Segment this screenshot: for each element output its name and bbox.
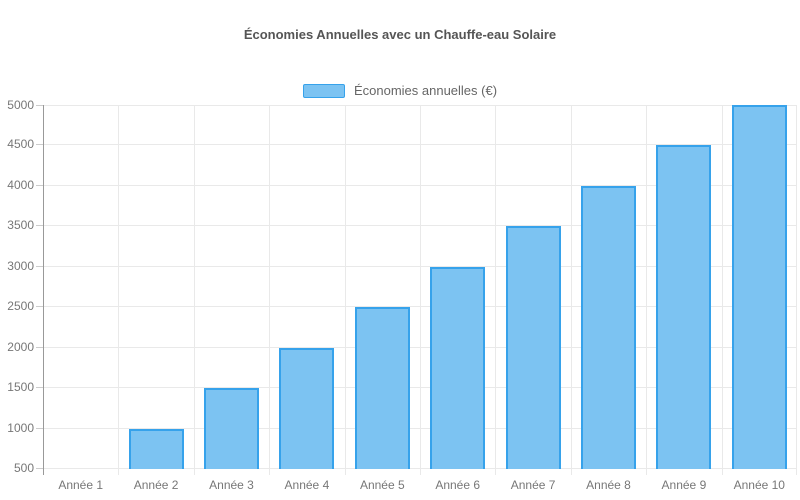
x-gridline — [571, 105, 572, 475]
y-tick-mark — [36, 225, 43, 226]
y-axis-label: 5000 — [7, 98, 34, 112]
x-axis-label: Année 7 — [510, 478, 556, 492]
bar-année-10[interactable] — [732, 105, 787, 469]
y-tick-mark — [36, 347, 43, 348]
y-tick-mark — [36, 105, 43, 106]
y-axis-label: 3500 — [7, 218, 34, 232]
y-axis-label: 4000 — [7, 178, 34, 192]
y-axis-label: 2000 — [7, 340, 34, 354]
y-tick-mark — [36, 144, 43, 145]
x-axis-label: Année 6 — [435, 478, 481, 492]
y-tick-mark — [36, 428, 43, 429]
y-axis-label: 1500 — [7, 380, 34, 394]
x-axis-label: Année 5 — [359, 478, 405, 492]
y-axis-label: 500 — [13, 461, 34, 475]
y-axis-label: 4500 — [7, 137, 34, 151]
bar-année-5[interactable] — [355, 307, 410, 469]
x-gridline — [722, 105, 723, 475]
x-gridline — [420, 105, 421, 475]
x-gridline — [269, 105, 270, 475]
legend-item-economies[interactable]: Économies annuelles (€) — [302, 83, 498, 98]
y-axis-label: 1000 — [7, 421, 34, 435]
bar-année-2[interactable] — [129, 429, 184, 469]
y-tick-mark — [36, 387, 43, 388]
x-gridline — [194, 105, 195, 475]
legend: Économies annuelles (€) — [0, 83, 800, 98]
x-gridline — [495, 105, 496, 475]
x-gridline — [646, 105, 647, 475]
legend-swatch — [302, 83, 345, 98]
x-gridline — [796, 105, 797, 475]
x-axis-label: Année 1 — [58, 478, 104, 492]
y-tick-mark — [36, 266, 43, 267]
x-axis-label: Année 9 — [661, 478, 707, 492]
y-tick-mark — [36, 468, 43, 469]
y-tick-mark — [36, 185, 43, 186]
y-axis-label: 3000 — [7, 259, 34, 273]
x-axis-label: Année 3 — [209, 478, 254, 492]
bar-année-9[interactable] — [656, 145, 711, 469]
plot-area: 500 1000 1500 2000 2500 3000 3500 4000 4500 5000 A… — [7, 98, 797, 492]
x-gridline — [118, 105, 119, 475]
y-axis-line — [43, 105, 44, 475]
x-axis-label: Année 2 — [133, 478, 179, 492]
bar-année-8[interactable] — [581, 186, 636, 469]
bar-année-3[interactable] — [204, 388, 259, 469]
x-axis-label: Année 8 — [586, 478, 631, 492]
bar-année-6[interactable] — [430, 267, 485, 469]
bar-année-4[interactable] — [279, 348, 334, 469]
y-axis-label: 2500 — [7, 299, 34, 313]
legend-label: Économies annuelles (€) — [353, 83, 498, 98]
chart-title: Économies Annuelles avec un Chauffe-eau … — [243, 27, 557, 42]
x-gridline — [345, 105, 346, 475]
y-tick-mark — [36, 306, 43, 307]
bar-année-7[interactable] — [506, 226, 561, 469]
x-axis-label: Année 10 — [733, 478, 785, 492]
x-axis-label: Année 4 — [284, 478, 330, 492]
